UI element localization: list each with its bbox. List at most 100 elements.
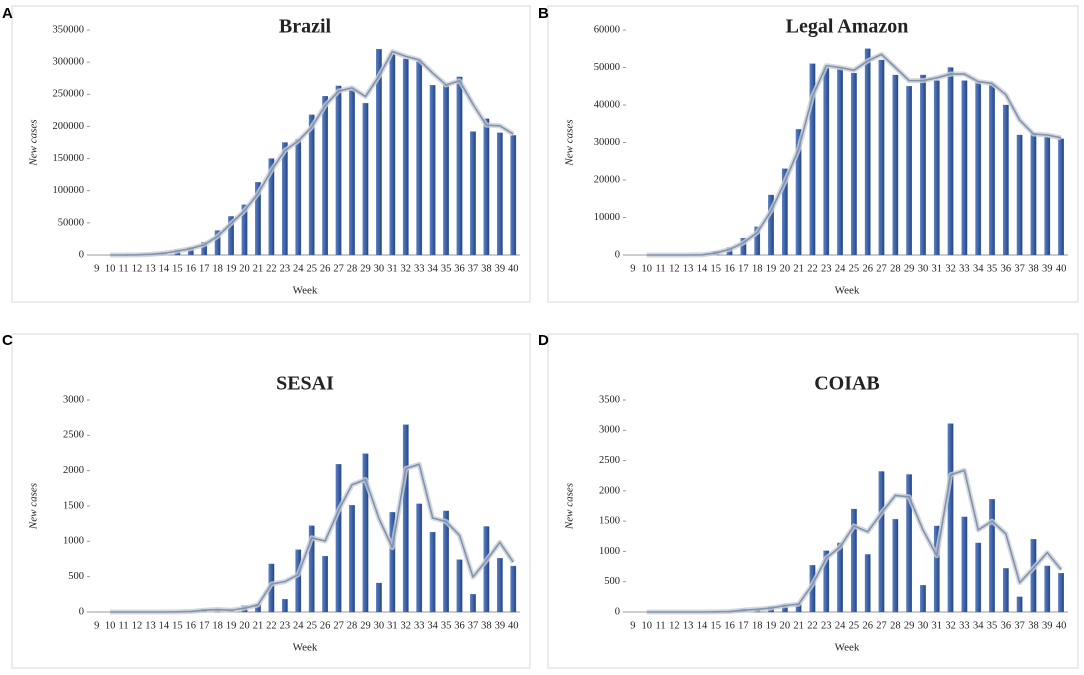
x-tick-label: 19 [766, 620, 777, 631]
x-tick-label: 31 [387, 620, 398, 631]
x-tick-label: 12 [669, 263, 680, 274]
y-tick-label: 2500 [599, 455, 620, 466]
x-tick-label: 13 [683, 263, 694, 274]
x-tick-label: 38 [481, 620, 492, 631]
y-tick-label: 1500 [63, 500, 84, 511]
x-tick-label: 39 [1042, 263, 1053, 274]
bar [989, 84, 995, 256]
x-tick-label: 19 [766, 263, 777, 274]
x-tick-label: 20 [239, 620, 250, 631]
x-tick-label: 27 [876, 263, 887, 274]
x-tick-label: 33 [414, 263, 425, 274]
chart-title: SESAI [276, 373, 334, 395]
x-tick-label: 14 [159, 620, 170, 631]
panel-frame [547, 333, 1079, 669]
x-tick-label: 28 [890, 620, 901, 631]
x-tick-label: 9 [630, 620, 635, 631]
bar [961, 516, 968, 613]
y-tick-label: 30000 [594, 137, 620, 148]
x-tick-label: 21 [793, 620, 804, 631]
x-tick-label: 37 [1014, 620, 1025, 631]
x-tick-label: 32 [401, 263, 412, 274]
x-tick-label: 20 [239, 263, 250, 274]
bar [933, 80, 940, 256]
bar [768, 194, 774, 256]
x-tick-label: 23 [821, 620, 832, 631]
bar [851, 72, 857, 256]
x-tick-label: 31 [387, 263, 398, 274]
x-tick-label: 32 [945, 620, 956, 631]
x-tick-label: 24 [835, 620, 846, 631]
x-tick-label: 30 [918, 263, 929, 274]
x-tick-label: 20 [780, 263, 791, 274]
bar [878, 471, 885, 613]
x-tick-label: 28 [347, 620, 358, 631]
bar [1044, 136, 1051, 256]
x-tick-label: 40 [1056, 263, 1067, 274]
x-tick-label: 40 [1056, 620, 1067, 631]
x-tick-label: 26 [320, 620, 331, 631]
y-tick-label: 500 [68, 571, 84, 582]
x-tick-label: 13 [145, 263, 156, 274]
x-tick-label: 35 [987, 620, 998, 631]
x-tick-label: 15 [172, 620, 183, 631]
x-tick-label: 37 [468, 263, 479, 274]
bar [1030, 132, 1037, 256]
x-tick-label: 17 [738, 620, 749, 631]
chart-title: Legal Amazon [786, 16, 909, 38]
bar [349, 505, 355, 613]
x-tick-label: 35 [441, 263, 452, 274]
bar [429, 531, 436, 613]
bar [837, 542, 843, 613]
bar [322, 96, 329, 256]
x-tick-label: 38 [481, 263, 492, 274]
x-tick-label: 10 [641, 263, 652, 274]
y-tick-label: 3000 [599, 425, 620, 436]
x-axis-label: Week [293, 642, 318, 654]
x-tick-label: 18 [752, 620, 763, 631]
x-tick-label: 27 [333, 620, 344, 631]
panel-letter: B [538, 5, 549, 22]
trend-line [110, 463, 514, 613]
panel-frame [11, 5, 531, 303]
bar [335, 464, 342, 613]
x-tick-label: 16 [724, 620, 735, 631]
panel: Brazil 0 50000 100000 150000 200000 250000 3000… [11, 5, 531, 303]
x-axis-label: Week [293, 285, 318, 297]
y-axis-label: New cases [28, 483, 40, 530]
x-tick-label: 23 [280, 620, 291, 631]
x-tick-label: 28 [347, 263, 358, 274]
x-tick-label: 26 [320, 263, 331, 274]
x-tick-label: 22 [807, 620, 818, 631]
bar [892, 74, 899, 256]
x-tick-label: 10 [105, 263, 116, 274]
y-tick-label: 0 [79, 249, 84, 260]
x-axis-label: Week [835, 642, 860, 654]
bar [429, 85, 436, 256]
y-tick-label: 500 [604, 576, 620, 587]
bar [322, 556, 329, 613]
bar [920, 74, 926, 256]
bar [837, 67, 843, 256]
x-tick-label: 22 [266, 263, 277, 274]
x-tick-label: 39 [1042, 620, 1053, 631]
bar [823, 550, 830, 613]
y-tick-label: 10000 [594, 212, 620, 223]
x-tick-label: 15 [172, 263, 183, 274]
bar [989, 499, 995, 613]
bar [947, 423, 954, 613]
bar [1002, 568, 1009, 613]
x-tick-label: 34 [427, 620, 438, 631]
bar [308, 114, 315, 256]
x-tick-label: 27 [333, 263, 344, 274]
x-tick-label: 11 [119, 620, 129, 631]
x-tick-label: 17 [738, 263, 749, 274]
bar [335, 85, 342, 256]
x-tick-label: 10 [641, 620, 652, 631]
bar [483, 526, 490, 613]
bar [416, 60, 423, 256]
y-tick-label: 3000 [63, 394, 84, 405]
x-tick-label: 19 [226, 620, 237, 631]
trend-line [646, 53, 1062, 256]
x-tick-label: 24 [293, 620, 304, 631]
